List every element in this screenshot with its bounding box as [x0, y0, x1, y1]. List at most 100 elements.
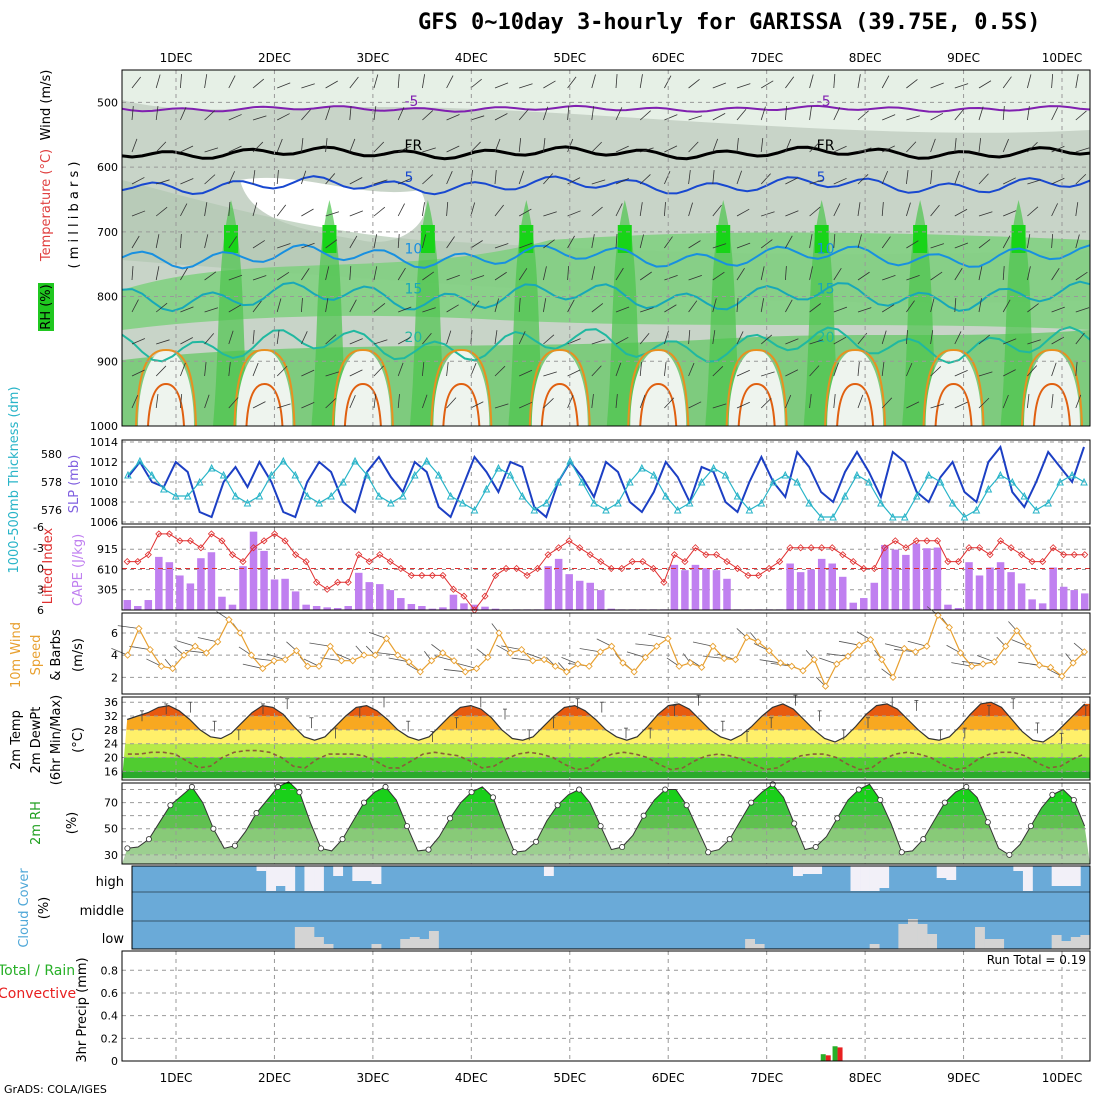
- rh-marker: [145, 836, 152, 843]
- wind-barb: [252, 330, 255, 345]
- wind-barb: [833, 74, 836, 89]
- wind-barb: [301, 138, 304, 153]
- temperature-contour-25: [430, 348, 493, 427]
- thickness-marker: [375, 491, 383, 500]
- wind-barb: [884, 643, 905, 649]
- cape-bar: [954, 608, 963, 610]
- wind-speed-marker: [337, 657, 346, 665]
- thickness-marker: [327, 491, 335, 500]
- wind-barb: [325, 106, 331, 121]
- wind-barb: [596, 638, 612, 647]
- wind-barb: [615, 394, 618, 409]
- wind-barb: [325, 138, 328, 153]
- wind-barb: [519, 208, 532, 217]
- thickness-marker: [363, 470, 371, 479]
- wind-barb: [1027, 142, 1038, 153]
- wind-barb: [204, 333, 215, 345]
- precip-tick-label: 0.8: [101, 964, 119, 977]
- cloud-axis-label-1: Cloud Cover: [17, 868, 32, 948]
- legend-convective: Convective: [0, 986, 76, 1002]
- wind-barb: [276, 272, 290, 281]
- wind-barb: [446, 304, 459, 313]
- lifted-index-marker: [1081, 551, 1089, 559]
- wind-barb: [664, 202, 666, 217]
- lifted-index-marker: [155, 530, 163, 538]
- thickness-marker: [638, 463, 646, 472]
- wind-speed-marker: [855, 641, 863, 649]
- dry-bubble: [236, 350, 293, 426]
- lifted-index-marker: [439, 571, 447, 579]
- wind-barb: [252, 115, 267, 121]
- wind-barb: [954, 331, 962, 345]
- slp-tick-label: 1008: [90, 496, 118, 509]
- wind-barb: [664, 145, 678, 153]
- wind-barb: [349, 138, 356, 153]
- wind-barb: [1051, 107, 1059, 121]
- wind-barb: [422, 234, 427, 249]
- cape-bar: [554, 558, 563, 610]
- wind-barb: [180, 306, 194, 313]
- panel-frame: [121, 439, 1091, 525]
- wind-barb: [1051, 268, 1060, 281]
- wind-barb: [470, 141, 481, 153]
- wind-barb: [1051, 234, 1054, 249]
- wind-barb: [309, 642, 331, 647]
- wind-barb: [978, 106, 984, 121]
- wind-barb: [543, 80, 556, 89]
- rh-marker: [748, 799, 755, 806]
- wind-barb: [809, 234, 813, 249]
- lifted-index-marker: [944, 558, 952, 566]
- wind-barb: [954, 369, 968, 377]
- wind-barb: [131, 235, 140, 249]
- cape-bar: [260, 550, 268, 610]
- temperature-contour-label: 10: [817, 241, 835, 257]
- low-cloud-bar: [927, 934, 938, 949]
- cape-bar: [607, 608, 616, 610]
- wind-barb: [373, 234, 378, 249]
- wind-barb: [349, 210, 363, 217]
- high-cloud-bar: [860, 866, 870, 891]
- wind-barb: [197, 637, 218, 643]
- lifted-index-marker: [702, 551, 710, 559]
- wind-barb: [349, 369, 363, 377]
- wind-barb: [639, 362, 642, 377]
- thickness-marker: [148, 470, 156, 479]
- lifted-index-marker: [502, 564, 510, 573]
- lifted-index-marker: [197, 544, 205, 552]
- cape-bar: [176, 575, 184, 610]
- wind-barb: [930, 112, 944, 121]
- thickness-marker: [578, 477, 586, 486]
- wind-speed-marker: [810, 655, 818, 664]
- wind-barb: [567, 266, 569, 281]
- wind-speed-marker: [1013, 627, 1021, 635]
- thickness-marker: [661, 491, 670, 500]
- wind-barb: [494, 330, 498, 345]
- wind-barb: [373, 302, 386, 313]
- cape-bar: [165, 562, 174, 610]
- cape-bar: [449, 594, 458, 610]
- temperature-contour-25: [233, 348, 296, 427]
- wind-barb: [252, 78, 265, 89]
- temperature-contour-25: [331, 348, 394, 427]
- rh-tick-label: 30: [104, 849, 118, 862]
- wind-barb: [760, 397, 772, 409]
- low-cloud-bar: [409, 937, 420, 949]
- temperature-contour-label: FR: [404, 138, 422, 154]
- rh-marker: [941, 799, 948, 806]
- lifted-index-marker: [376, 551, 384, 559]
- dry-bubble: [925, 350, 982, 426]
- wind-speed-marker: [225, 616, 233, 624]
- wind-barb: [180, 145, 194, 153]
- low-cloud-bar: [975, 927, 985, 949]
- wind-barb: [252, 275, 267, 281]
- wind-barb: [129, 645, 151, 651]
- wind-speed-marker: [990, 658, 998, 666]
- wind-barb: [785, 138, 792, 153]
- rh-axis-label: RH (%): [39, 284, 54, 329]
- temperature-contour: [121, 280, 1091, 313]
- rh-marker: [812, 844, 819, 851]
- wind-barb: [1027, 106, 1030, 121]
- wind-barb: [761, 371, 775, 377]
- lifted-index-marker: [397, 564, 405, 573]
- temperature-contour-25: [1021, 348, 1083, 427]
